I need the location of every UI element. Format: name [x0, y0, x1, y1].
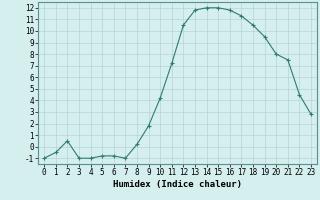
X-axis label: Humidex (Indice chaleur): Humidex (Indice chaleur) [113, 180, 242, 189]
